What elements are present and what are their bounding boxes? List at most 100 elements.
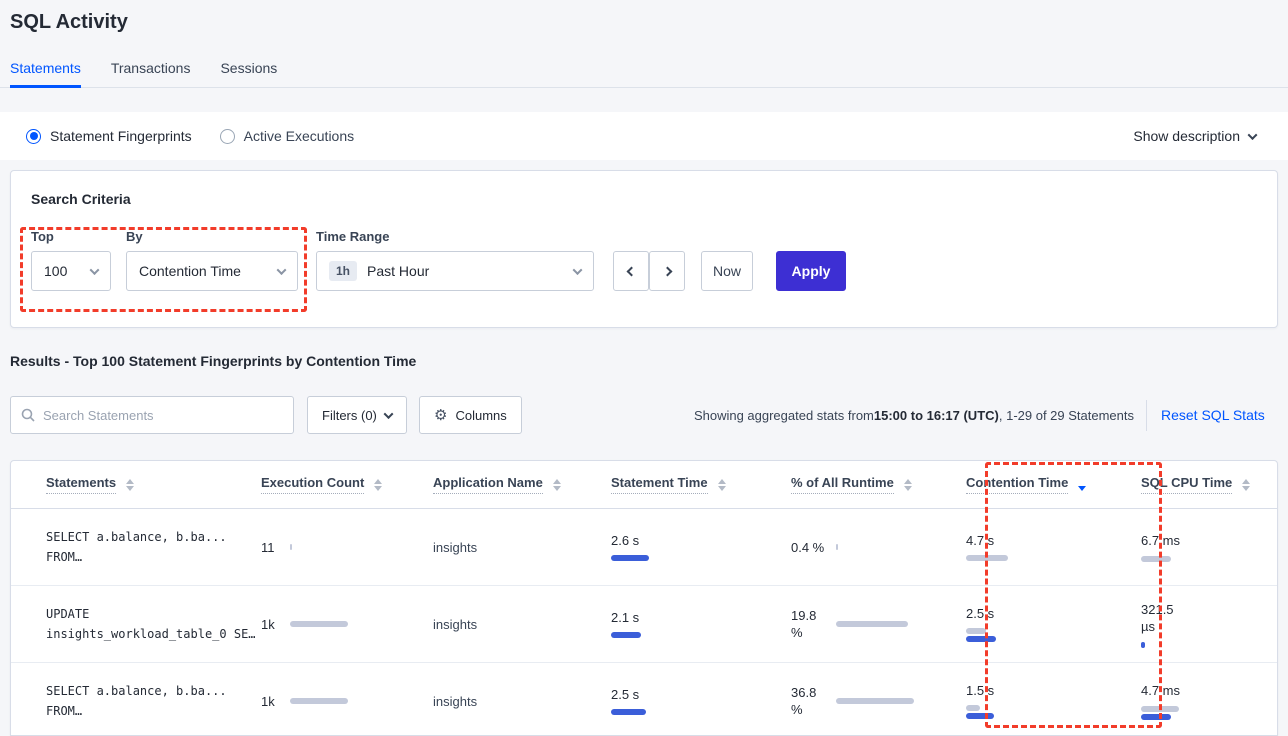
sort-icon[interactable]: [717, 478, 726, 491]
contention-time-cell: 4.7 s: [966, 533, 1141, 561]
chevron-down-icon: [276, 264, 287, 275]
table-row[interactable]: SELECT a.balance, b.ba... FROM… 11 insig…: [11, 509, 1277, 586]
now-button[interactable]: Now: [701, 251, 753, 291]
aggregated-stats-text: Showing aggregated stats from 15:00 to 1…: [694, 396, 1134, 434]
statement-fingerprints-option[interactable]: Statement Fingerprints: [26, 128, 192, 144]
runtime-pct-cell: 19.8 %: [791, 607, 966, 641]
header-contention-time[interactable]: Contention Time: [966, 475, 1141, 494]
top-select-value: 100: [44, 263, 68, 279]
sort-icon[interactable]: [903, 478, 912, 491]
by-select-value: Contention Time: [139, 263, 241, 279]
vertical-divider: [1146, 400, 1147, 431]
statement-line2: FROM…: [46, 550, 83, 564]
chevron-down-icon: [1247, 129, 1258, 140]
time-next-button[interactable]: [649, 251, 685, 291]
header-statements[interactable]: Statements: [11, 475, 261, 494]
search-icon: [21, 408, 35, 422]
search-statements-input[interactable]: [43, 407, 283, 423]
execution-count-bar: [290, 621, 348, 627]
tab-transactions[interactable]: Transactions: [110, 60, 191, 76]
header-execution-count[interactable]: Execution Count: [261, 475, 433, 494]
statement-line2: insights_workload_table_0 SE…: [46, 627, 256, 641]
stats-prefix: Showing aggregated stats from: [693, 407, 874, 423]
statement-cell[interactable]: SELECT a.balance, b.ba... FROM…: [11, 681, 261, 721]
header-runtime-pct[interactable]: % of All Runtime: [791, 475, 966, 494]
tab-statements[interactable]: Statements: [10, 50, 81, 88]
statement-fingerprints-label: Statement Fingerprints: [50, 128, 192, 144]
time-prev-button[interactable]: [613, 251, 649, 291]
cpu-time-bar-mean: [1141, 714, 1171, 720]
execution-count-cell: 11: [261, 540, 433, 555]
sort-desc-icon[interactable]: [1078, 479, 1087, 491]
execution-count-bar: [290, 544, 292, 550]
tab-sessions[interactable]: Sessions: [220, 60, 278, 76]
active-executions-option[interactable]: Active Executions: [219, 128, 354, 144]
contention-time-cell: 1.5 s: [966, 683, 1141, 719]
sql-cpu-time-cell: 4.7 ms: [1141, 682, 1244, 720]
contention-time-bar-mean: [966, 713, 994, 719]
statement-line2: FROM…: [46, 704, 83, 718]
runtime-pct-bar: [836, 621, 908, 627]
gear-icon: ⚙: [434, 406, 448, 424]
contention-time-bar-mean: [966, 636, 996, 642]
columns-button-label: Columns: [455, 407, 507, 423]
header-sql-cpu-time[interactable]: SQL CPU Time: [1141, 475, 1251, 494]
filters-button-label: Filters (0): [322, 407, 377, 423]
sort-icon[interactable]: [126, 478, 135, 491]
statement-search-box: [10, 396, 294, 434]
time-range-select[interactable]: 1h Past Hour: [316, 251, 594, 291]
by-select[interactable]: Contention Time: [126, 251, 298, 291]
statement-line1: SELECT a.balance, b.ba...: [46, 530, 227, 544]
search-criteria-title: Search Criteria: [31, 191, 131, 207]
sql-cpu-time-cell: 6.7 ms: [1141, 532, 1244, 562]
execution-count-bar: [290, 698, 348, 704]
application-name-cell: insights: [433, 693, 478, 709]
sort-icon[interactable]: [1242, 478, 1251, 491]
top-select[interactable]: 100: [31, 251, 111, 291]
view-toggle-bar: Statement Fingerprints Active Executions…: [0, 112, 1288, 160]
header-application-name[interactable]: Application Name: [433, 475, 611, 494]
stats-time-range: 15:00 to 16:17 (UTC): [873, 407, 999, 423]
search-criteria-card: Search Criteria Top By Time Range 100 Co…: [10, 170, 1278, 328]
runtime-pct-bar: [836, 698, 914, 704]
application-name-cell: insights: [433, 616, 478, 632]
execution-count-cell: 1k: [261, 694, 433, 709]
runtime-pct-bar: [836, 544, 838, 550]
results-heading: Results - Top 100 Statement Fingerprints…: [10, 353, 417, 369]
sort-icon[interactable]: [552, 478, 561, 491]
columns-button[interactable]: ⚙ Columns: [419, 396, 522, 434]
statements-table: Statements Execution Count Application N…: [10, 460, 1278, 736]
apply-button[interactable]: Apply: [776, 251, 846, 291]
cpu-time-bar: [1141, 706, 1179, 712]
statement-time-cell: 2.6 s: [611, 533, 791, 561]
contention-time-bar: [966, 628, 986, 634]
time-range-badge: 1h: [329, 261, 358, 281]
chevron-down-icon: [383, 408, 394, 419]
application-name-cell: insights: [433, 539, 478, 555]
cpu-time-bar-mean: [1141, 641, 1145, 648]
show-description-toggle[interactable]: Show description: [1133, 112, 1258, 160]
statement-line1: UPDATE: [46, 607, 90, 621]
cpu-time-bar: [1141, 556, 1171, 562]
statement-time-cell: 2.1 s: [611, 610, 791, 638]
reset-sql-stats-link[interactable]: Reset SQL Stats: [1161, 407, 1265, 423]
by-label: By: [126, 229, 143, 244]
header-statement-time[interactable]: Statement Time: [611, 475, 791, 494]
sql-cpu-time-cell: 321.5 µs: [1141, 601, 1244, 648]
table-header-row: Statements Execution Count Application N…: [11, 461, 1277, 509]
statement-cell[interactable]: UPDATE insights_workload_table_0 SE…: [11, 604, 261, 644]
statement-time-bar: [611, 709, 646, 715]
sort-icon[interactable]: [374, 478, 383, 491]
contention-time-bar: [966, 705, 980, 711]
table-row[interactable]: UPDATE insights_workload_table_0 SE… 1k …: [11, 586, 1277, 663]
runtime-pct-cell: 0.4 %: [791, 539, 966, 556]
table-row[interactable]: SELECT a.balance, b.ba... FROM… 1k insig…: [11, 663, 1277, 735]
statement-cell[interactable]: SELECT a.balance, b.ba... FROM…: [11, 527, 261, 567]
runtime-pct-cell: 36.8 %: [791, 684, 966, 718]
radio-selected-icon[interactable]: [26, 128, 41, 144]
contention-time-cell: 2.5 s: [966, 606, 1141, 642]
statement-time-bar: [611, 555, 649, 561]
filters-button[interactable]: Filters (0): [307, 396, 407, 434]
radio-unselected-icon[interactable]: [219, 128, 235, 144]
statement-time-bar: [611, 632, 641, 638]
